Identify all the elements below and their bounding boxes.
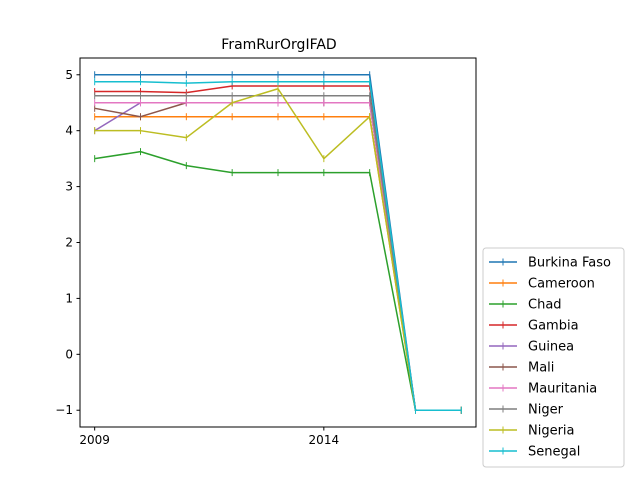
legend-label: Cameroon xyxy=(528,277,595,292)
legend-label: Mauritania xyxy=(528,382,597,397)
legend-label: Mali xyxy=(528,361,554,376)
legend-label: Nigeria xyxy=(528,424,575,439)
legend-label: Chad xyxy=(528,298,562,313)
legend-item: Chad xyxy=(489,298,562,313)
legend-item: Cameroon xyxy=(489,277,595,292)
legend-label: Guinea xyxy=(528,340,574,355)
plot-series-group xyxy=(94,71,462,414)
axes-group: −1 0 1 2 3 4 5 2009 2014 xyxy=(55,68,339,447)
x-tick-label: 2009 xyxy=(79,433,110,447)
series-senegal xyxy=(94,78,462,414)
legend-item: Mali xyxy=(489,361,554,376)
x-tick-label: 2014 xyxy=(309,433,340,447)
legend-item: Nigeria xyxy=(489,424,575,439)
legend-label: Gambia xyxy=(528,319,579,334)
legend-item: Niger xyxy=(489,403,564,418)
y-tick-label: 4 xyxy=(65,124,73,138)
y-tick-label: 0 xyxy=(65,347,73,361)
legend-item: Guinea xyxy=(489,340,574,355)
legend-box xyxy=(482,247,625,468)
legend-item: Burkina Faso xyxy=(489,256,611,271)
legend-label: Burkina Faso xyxy=(528,256,611,271)
y-tick-label: 3 xyxy=(65,180,73,194)
legend-item: Senegal xyxy=(489,445,580,460)
series-chad xyxy=(94,148,462,414)
legend-label: Niger xyxy=(528,403,564,418)
legend-item: Gambia xyxy=(489,319,579,334)
y-tick-label: 1 xyxy=(65,291,73,305)
y-tick-label: 2 xyxy=(65,236,73,250)
y-tick-label: 5 xyxy=(65,68,73,82)
chart-title: FramRurOrgIFAD xyxy=(221,37,336,53)
legend-item: Mauritania xyxy=(489,382,597,397)
y-tick-label: −1 xyxy=(55,403,73,417)
legend-label: Senegal xyxy=(528,445,580,460)
legend: Burkina Faso Cameroon Chad Gambia Guinea Mali… xyxy=(482,247,625,468)
